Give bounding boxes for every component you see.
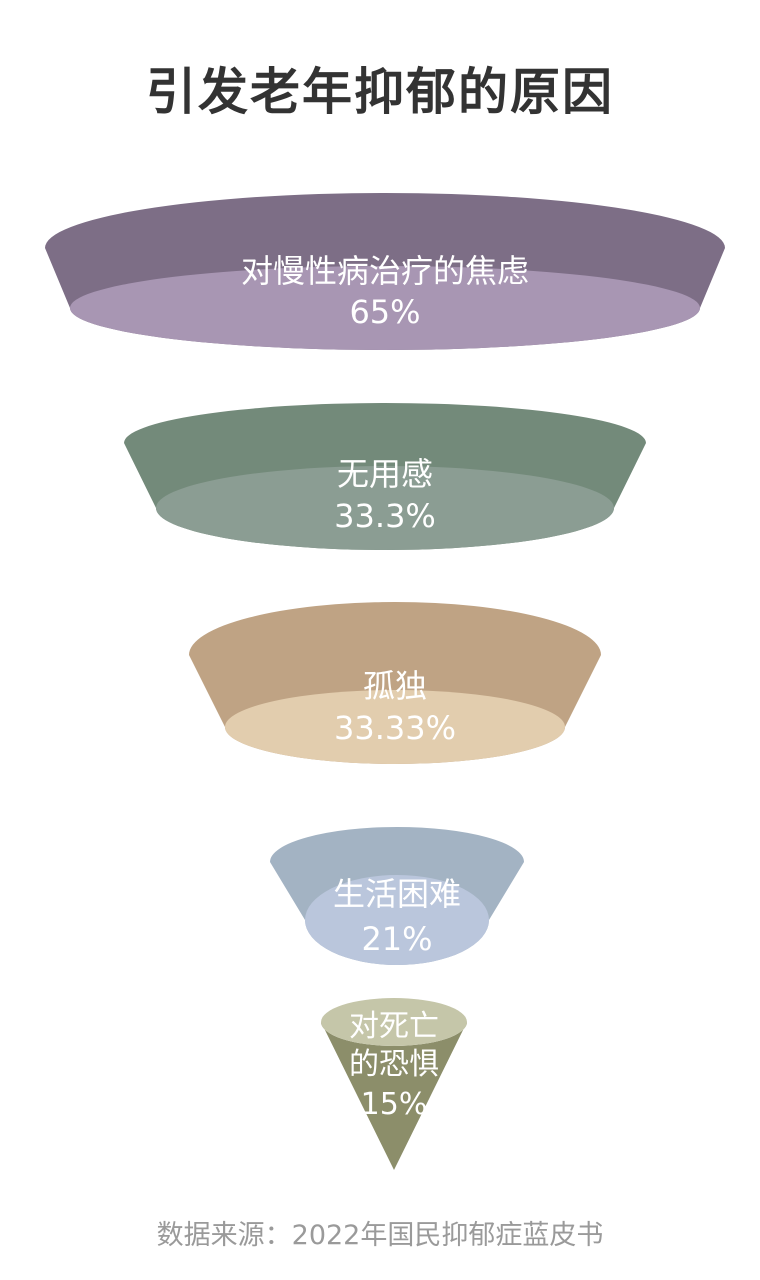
funnel-stage: 无用感 33.3% — [124, 403, 646, 550]
funnel-stage-label: 对死亡 — [349, 1009, 439, 1044]
funnel-stage-label: 无用感 — [337, 455, 433, 493]
funnel-stage-body — [321, 1022, 467, 1170]
funnel-stage-label: 对慢性病治疗的焦虑 — [241, 252, 529, 290]
funnel-stage-value: 21% — [361, 920, 432, 958]
funnel-stage-top — [321, 998, 467, 1046]
funnel-stage-value: 33.33% — [334, 709, 456, 747]
funnel-stage-value: 33.3% — [334, 497, 436, 535]
funnel-stage-value: 15% — [361, 1087, 428, 1122]
funnel-stage-bottom — [225, 690, 565, 764]
chart-title: 引发老年抑郁的原因 — [146, 63, 614, 121]
funnel-stage-bottom — [156, 466, 614, 550]
funnel-stage-value: 65% — [349, 293, 420, 331]
funnel-stage: 生活困难 21% — [270, 827, 524, 965]
funnel-stage-bottom — [70, 266, 700, 350]
funnel-stage-label: 孤独 — [363, 667, 427, 705]
funnel-stage: 孤独 33.33% — [189, 602, 601, 764]
data-source-note: 数据来源：2022年国民抑郁症蓝皮书 — [156, 1220, 604, 1251]
funnel-stage-label: 的恐惧 — [349, 1047, 439, 1082]
funnel-stage-bottom — [305, 875, 489, 965]
funnel-stage-label: 生活困难 — [333, 875, 461, 913]
